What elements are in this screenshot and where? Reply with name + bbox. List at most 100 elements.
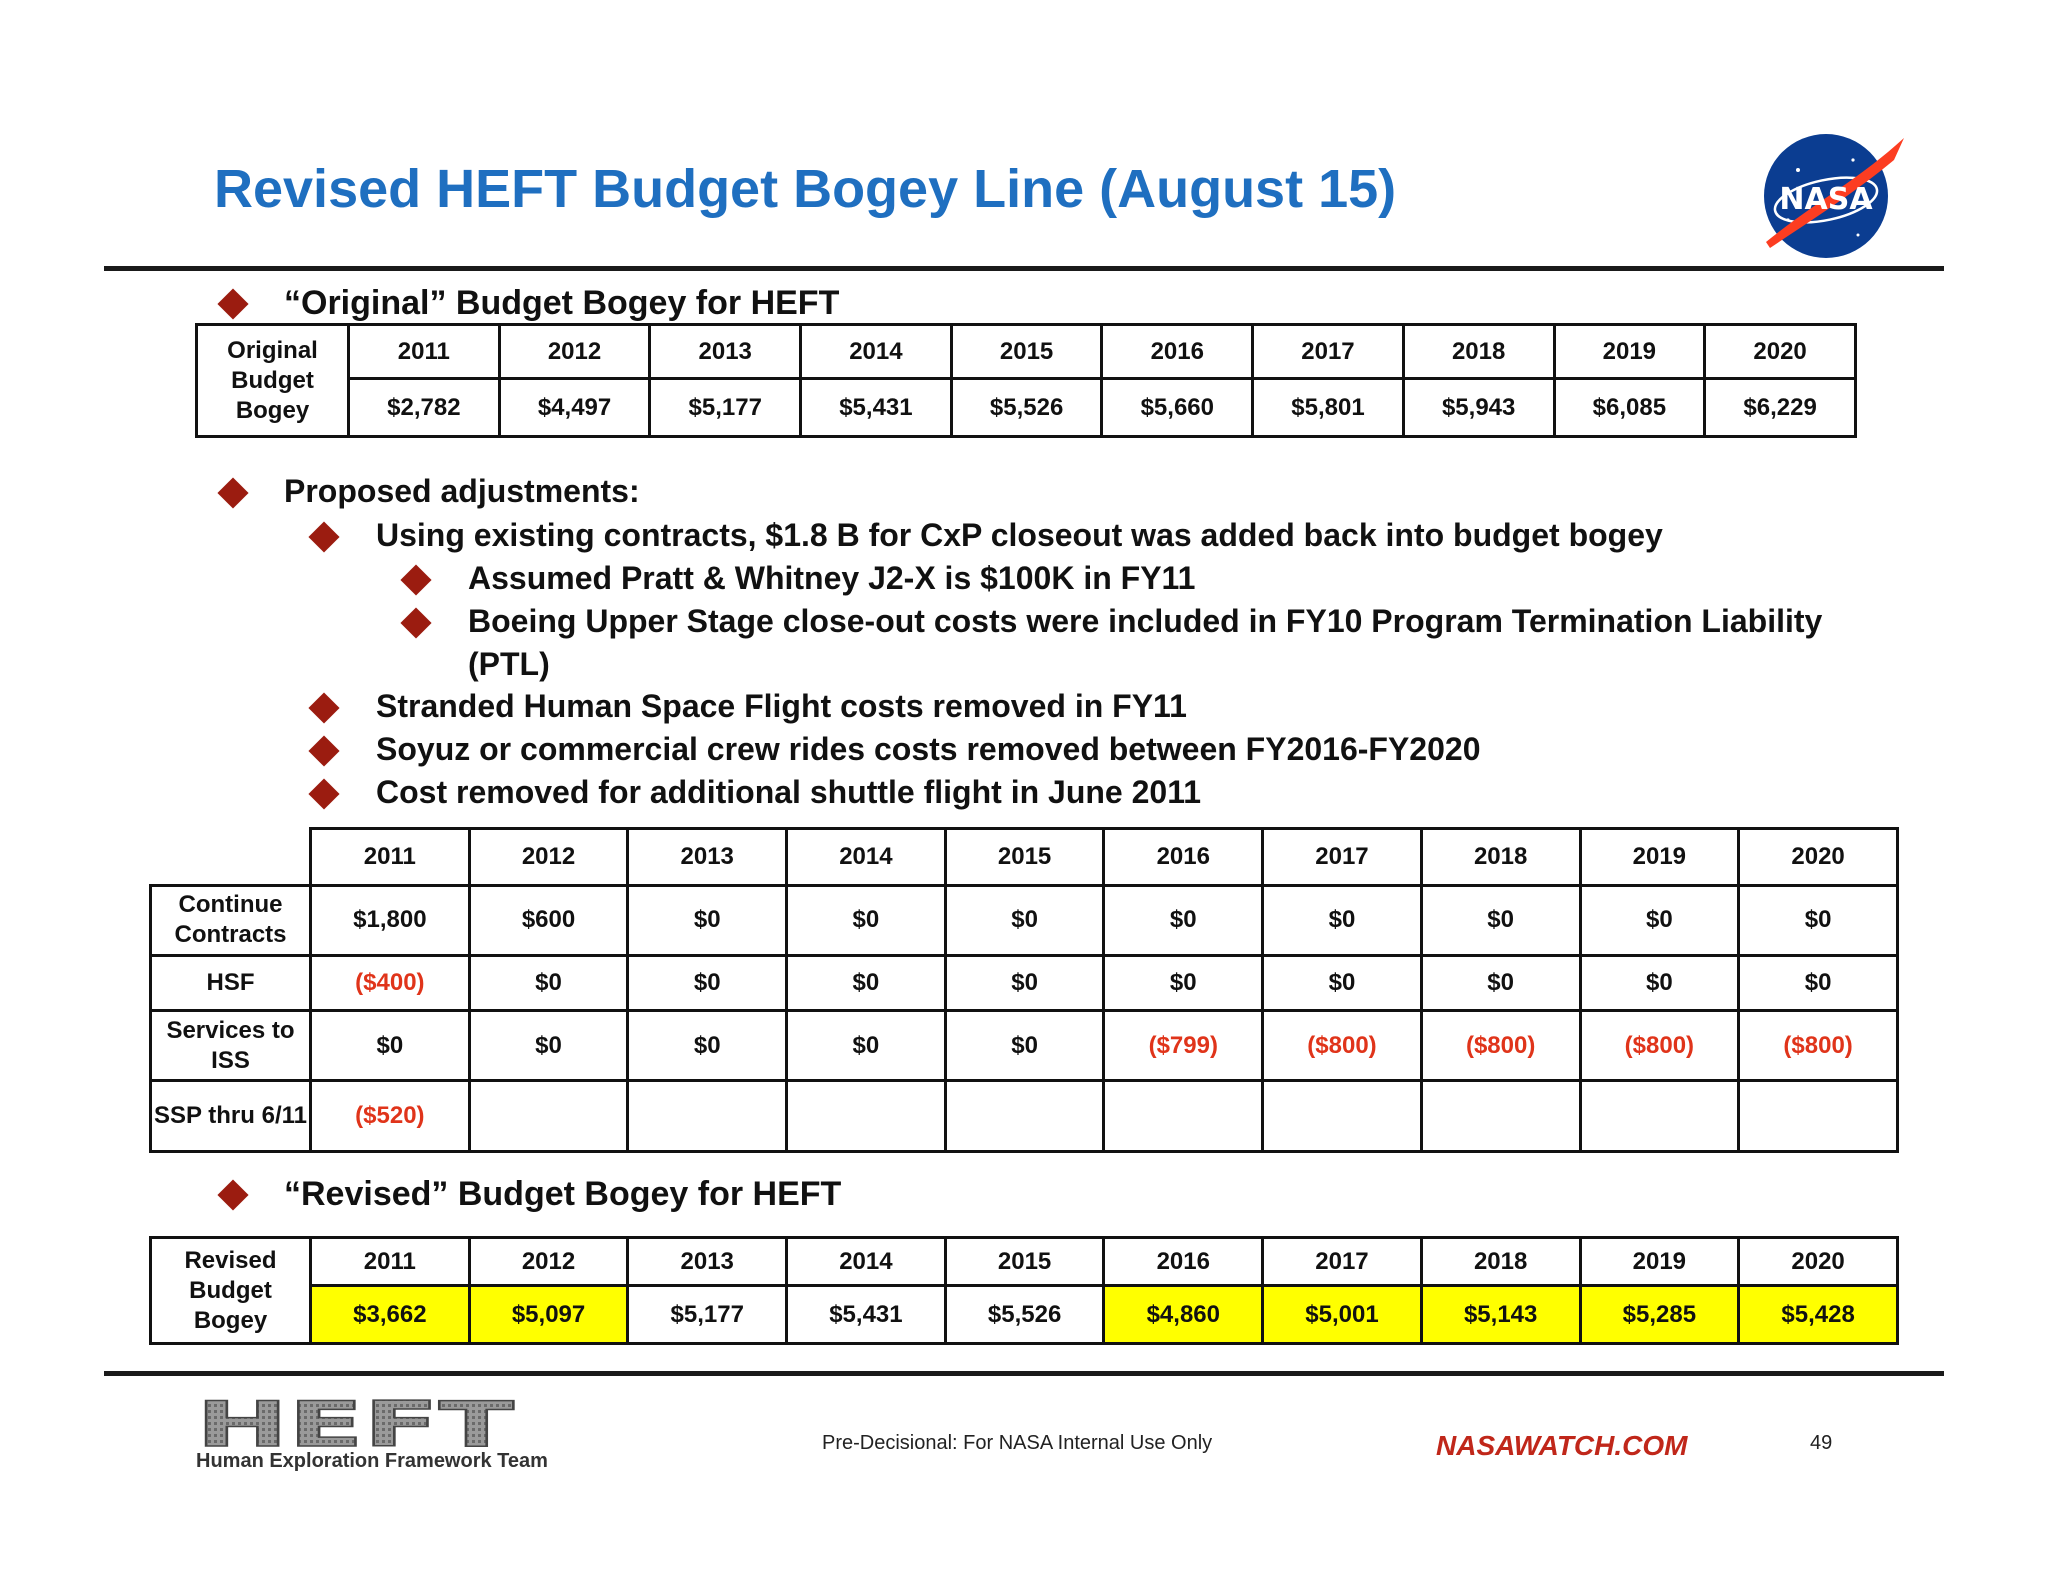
original-bogey-table: Original Budget Bogey 2011 2012 2013 2014 20…: [195, 323, 1857, 438]
revised-row-header: Revised Budget Bogey: [149, 1236, 312, 1345]
adjustment-value: $0: [785, 883, 947, 958]
year-header: 2011: [309, 827, 471, 887]
adjustment-value: [1102, 1079, 1265, 1153]
adjustment-value: $0: [467, 1008, 630, 1083]
revised-value: $5,431: [785, 1284, 947, 1345]
adjustment-item: Stranded Human Space Flight costs remove…: [376, 688, 1187, 724]
revised-value: $5,428: [1737, 1284, 1899, 1345]
adjustment-value: $0: [1102, 883, 1265, 958]
revised-value: $5,177: [626, 1284, 789, 1345]
budget-value: $5,943: [1401, 377, 1556, 438]
year-header: 2013: [626, 1236, 789, 1287]
adjustment-value: $0: [626, 883, 789, 958]
table-row: HSF ($400) $0 $0 $0 $0 $0 $0 $0 $0 $0: [149, 954, 1899, 1012]
revised-value: $5,526: [943, 1284, 1106, 1345]
adjustment-item: Assumed Pratt & Whitney J2-X is $100K in…: [468, 560, 1196, 596]
bullet-diamond-icon: [217, 1179, 249, 1211]
adjustment-value: $0: [1419, 883, 1582, 958]
adjustment-item: Using existing contracts, $1.8 B for CxP…: [376, 517, 1663, 553]
year-header: 2019: [1578, 827, 1741, 887]
year-header: 2015: [943, 1236, 1106, 1287]
year-header: 2012: [467, 827, 630, 887]
heft-logo: HEFT: [196, 1398, 515, 1450]
nasa-meatball-icon: NASA: [1764, 134, 1904, 258]
adjustment-value: $0: [1578, 883, 1741, 958]
revised-value: $5,285: [1578, 1284, 1741, 1345]
adjustment-value: $0: [467, 954, 630, 1012]
revised-value: $4,860: [1102, 1284, 1265, 1345]
revised-bogey-table: Revised Budget Bogey 2011 2012 2013 2014 201…: [149, 1236, 1899, 1345]
bullet-diamond-icon: [400, 564, 432, 596]
adjustment-value: $0: [785, 1008, 947, 1083]
bullet-diamond-icon: [400, 607, 432, 639]
adjustment-value: [1737, 1079, 1899, 1153]
adjustment-value: ($800): [1419, 1008, 1582, 1083]
adjustment-value: $600: [467, 883, 630, 958]
adjustment-value: [785, 1079, 947, 1153]
footer-rule: [104, 1371, 1944, 1376]
year-header: 2016: [1102, 1236, 1265, 1287]
page-number: 49: [1810, 1432, 1833, 1454]
nasa-logo-text: NASA: [1779, 182, 1873, 217]
year-header: 2012: [467, 1236, 630, 1287]
budget-value: $5,801: [1251, 377, 1405, 438]
adjustment-value: $0: [1737, 883, 1899, 958]
adjustment-value: $0: [1419, 954, 1582, 1012]
budget-value: $5,177: [648, 377, 803, 438]
revised-heading: “Revised” Budget Bogey for HEFT: [284, 1175, 842, 1213]
revised-value: $3,662: [309, 1284, 471, 1345]
year-header: 2014: [799, 323, 953, 380]
year-header: 2018: [1419, 1236, 1582, 1287]
bullet-diamond-icon: [308, 521, 340, 553]
budget-value: $5,431: [799, 377, 953, 438]
year-header: 2015: [943, 827, 1106, 887]
adjustment-value: $0: [1578, 954, 1741, 1012]
year-header: 2011: [347, 323, 501, 380]
year-header: 2020: [1737, 827, 1899, 887]
row-label: HSF: [149, 954, 312, 1012]
year-header: 2017: [1251, 323, 1405, 380]
heft-caption: Human Exploration Framework Team: [196, 1450, 548, 1472]
budget-value: $5,660: [1100, 377, 1255, 438]
adjustment-value: [943, 1079, 1106, 1153]
adjustment-value: $1,800: [309, 883, 471, 958]
adjustment-item: Cost removed for additional shuttle flig…: [376, 774, 1202, 810]
adjustment-value: ($400): [309, 954, 471, 1012]
year-header: 2011: [309, 1236, 471, 1287]
bullet-diamond-icon: [217, 288, 249, 320]
heft-logo-text: HEFT: [196, 1398, 514, 1450]
bullet-diamond-icon: [217, 477, 249, 509]
year-header: 2017: [1261, 1236, 1423, 1287]
table-row: Services to ISS $0 $0 $0 $0 $0 ($799) ($800) ($8…: [149, 1008, 1899, 1083]
revised-value: $5,001: [1261, 1284, 1423, 1345]
adjustment-value: $0: [1102, 954, 1265, 1012]
adjustments-table: 2011 2012 2013 2014 2015 2016 2017 2018 2019 2020…: [149, 827, 1899, 1153]
adjustment-value: $0: [1737, 954, 1899, 1012]
row-label: Services to ISS: [149, 1008, 312, 1083]
adjustment-value: ($800): [1737, 1008, 1899, 1083]
corner-blank: [151, 829, 311, 886]
adjustment-value: $0: [626, 954, 789, 1012]
adjustment-value: [1261, 1079, 1423, 1153]
original-row-header: Original Budget Bogey: [195, 323, 350, 438]
budget-value: $4,497: [497, 377, 652, 438]
year-header: 2013: [626, 827, 789, 887]
year-header: 2016: [1102, 827, 1265, 887]
year-header: 2020: [1737, 1236, 1899, 1287]
year-header: 2017: [1261, 827, 1423, 887]
year-header: 2014: [785, 827, 947, 887]
adjustment-value: ($799): [1102, 1008, 1265, 1083]
adjustment-value: [1419, 1079, 1582, 1153]
year-header: 2012: [497, 323, 652, 380]
watermark: NASAWATCH.COM: [1436, 1430, 1688, 1461]
revised-value: $5,097: [467, 1284, 630, 1345]
adjustment-value: $0: [943, 954, 1106, 1012]
adjustment-value: $0: [943, 883, 1106, 958]
budget-value: $5,526: [949, 377, 1104, 438]
adjustment-value: $0: [1261, 954, 1423, 1012]
adjustment-value: $0: [309, 1008, 471, 1083]
year-header: 2020: [1703, 323, 1857, 380]
adjustments-heading: Proposed adjustments:: [284, 473, 640, 509]
year-header: 2019: [1552, 323, 1707, 380]
bullet-diamond-icon: [308, 692, 340, 724]
